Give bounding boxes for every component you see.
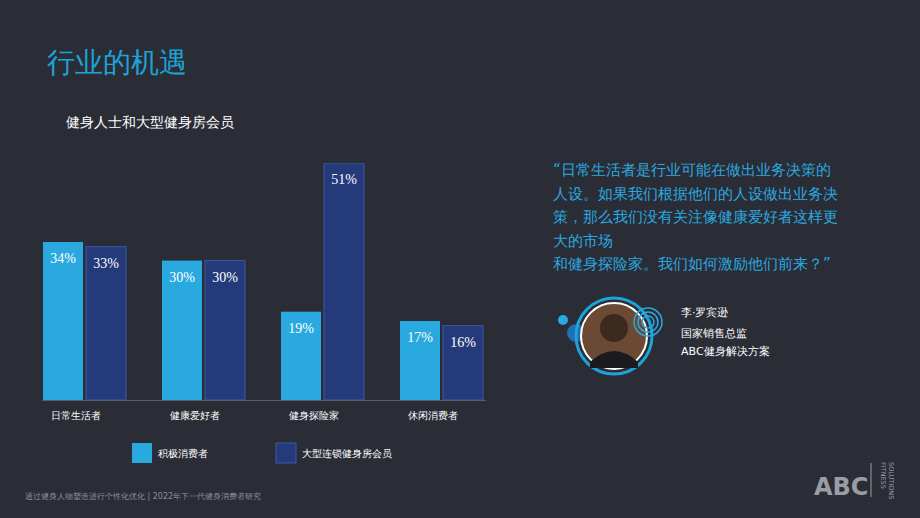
data-label: 30% — [212, 270, 238, 285]
avatar-face — [600, 314, 628, 342]
data-label: 34% — [50, 251, 76, 266]
quote-line: “日常生活者是行业可能在做出业务决策的 — [553, 161, 831, 179]
data-label: 51% — [331, 172, 357, 187]
quote-line: 大的市场 — [553, 232, 613, 250]
bar — [443, 326, 483, 400]
bar — [400, 321, 440, 400]
data-label: 16% — [450, 335, 476, 350]
x-axis — [42, 400, 486, 401]
bars — [43, 163, 483, 400]
legend-swatch — [276, 443, 296, 463]
quote-line: 策，那么我们没有关注像健康爱好者这样更 — [553, 208, 838, 226]
person-role: 国家销售总监 — [681, 327, 747, 340]
x-tick-label: 日常生活者 — [51, 410, 101, 421]
decor-dot — [558, 315, 568, 325]
chart-title: 健身人士和大型健身房会员 — [66, 114, 234, 130]
x-tick-label: 健身探险家 — [289, 410, 339, 421]
data-label: 17% — [407, 330, 433, 345]
bar — [324, 163, 364, 400]
decor-ring — [634, 308, 662, 336]
data-labels: 34% 33% 30% 30% 19% 51% 17% 16% — [50, 172, 476, 350]
background — [0, 0, 920, 518]
bar — [43, 242, 83, 400]
slide-title: 行业的机遇 — [47, 46, 187, 79]
slide: 行业的机遇健身人士和大型健身房会员 34% 33% 30% 30% 19% 51% 17% 16… — [0, 0, 920, 518]
data-label: 19% — [288, 321, 314, 336]
footer: 通过健身人物塑造进行个性化优化 | 2022年下一代健身消费者研究 — [25, 492, 261, 501]
person-company: ABC健身解决方案 — [681, 345, 770, 358]
legend-label: 积极消费者 — [158, 448, 208, 459]
legend-swatch — [132, 443, 152, 463]
logo: ABC — [814, 473, 868, 501]
decor-ring — [638, 312, 658, 332]
bar — [86, 247, 126, 400]
person-name: 李·罗宾逊 — [681, 306, 729, 319]
data-label: 30% — [169, 270, 195, 285]
logo-sub: FITNESS — [879, 462, 887, 489]
bar — [281, 312, 321, 400]
x-tick-label: 休闲消费者 — [408, 410, 458, 421]
logo-divider — [871, 463, 872, 497]
logo-sub: SOLUTIONS — [887, 462, 895, 499]
data-label: 33% — [93, 256, 119, 271]
avatar-body — [590, 351, 638, 368]
bar — [162, 261, 202, 400]
quote-line: 人设。如果我们根据他们的人设做出业务决 — [553, 185, 838, 203]
bar — [205, 261, 245, 400]
quote-line: 和健身探险家。我们如何激励他们前来？” — [553, 255, 831, 273]
legend-label: 大型连锁健身房会员 — [302, 448, 392, 459]
decor-ring — [642, 316, 654, 328]
x-tick-label: 健康爱好者 — [170, 410, 220, 421]
